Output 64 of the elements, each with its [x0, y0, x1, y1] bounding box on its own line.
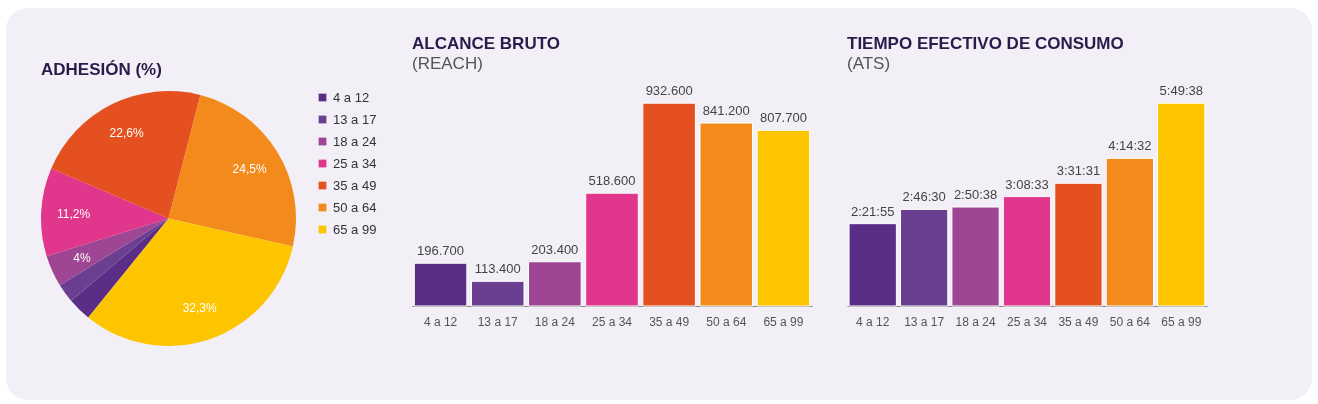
x-tick-label: 4 a 12	[856, 314, 890, 329]
legend-label: 13 a 17	[333, 111, 377, 127]
x-tick-label: 35 a 49	[1058, 314, 1099, 329]
bar	[899, 208, 949, 307]
legend-label: 18 a 24	[333, 133, 377, 149]
data-label: 807.700	[759, 110, 807, 126]
bar	[1002, 196, 1052, 307]
data-label: 24,5%	[232, 162, 267, 177]
pie-slice	[168, 95, 296, 247]
chart-title: TIEMPO EFECTIVO DE CONSUMO	[847, 34, 1124, 54]
data-label: 203.400	[531, 241, 579, 257]
legend-label: 35 a 49	[333, 177, 377, 193]
bar	[756, 129, 811, 307]
bar	[585, 192, 639, 307]
bar	[1157, 102, 1206, 307]
bar	[1054, 182, 1103, 307]
data-label: 11,2%	[57, 206, 91, 221]
data-label: 518.600	[588, 173, 636, 189]
data-label: 22,6%	[109, 126, 144, 141]
legend-label: 50 a 64	[333, 199, 377, 215]
data-label: 32,3%	[182, 301, 218, 316]
x-tick-label: 25 a 34	[1006, 314, 1048, 329]
pie-slice	[71, 218, 169, 318]
pie-slice	[59, 218, 169, 301]
x-tick-label: 25 a 34	[591, 314, 633, 329]
x-tick-label: 65 a 99	[763, 314, 804, 329]
x-tick-label: 18 a 24	[534, 314, 576, 329]
x-tick-label: 50 a 64	[1109, 314, 1151, 329]
data-label: 2:50:38	[953, 187, 998, 203]
chart-title: ALCANCE BRUTO	[412, 34, 560, 54]
x-tick-label: 65 a 99	[1161, 314, 1202, 329]
data-label: 4:14:32	[1108, 138, 1152, 154]
legend-label: 65 a 99	[333, 221, 377, 237]
data-label: 113.400	[474, 261, 521, 277]
chart-subtitle: (REACH)	[412, 54, 483, 74]
bar	[699, 122, 754, 307]
x-tick-label: 4 a 12	[423, 314, 458, 329]
bar	[642, 102, 696, 307]
legend-label: 25 a 34	[333, 155, 377, 171]
bar	[1105, 157, 1155, 307]
x-tick-label: 18 a 24	[955, 314, 996, 329]
data-label: 196.700	[417, 243, 465, 259]
x-tick-label: 50 a 64	[706, 314, 747, 329]
pie-slice	[51, 91, 201, 219]
data-label: 2:21:55	[851, 203, 895, 219]
pie-slice	[46, 218, 169, 286]
data-label: 932.600	[645, 83, 693, 99]
data-label: 2:46:30	[902, 189, 946, 205]
data-label: 5:49:38	[1159, 83, 1203, 99]
bar	[528, 261, 582, 307]
x-tick-label: 35 a 49	[649, 314, 690, 329]
bar	[470, 280, 525, 307]
bar	[951, 206, 1000, 307]
chart-title: ADHESIÓN (%)	[41, 60, 162, 79]
data-label: 3:08:33	[1005, 176, 1049, 192]
bar	[848, 223, 897, 307]
data-label: 3:31:31	[1056, 163, 1101, 179]
legend-label: 4 a 12	[333, 89, 370, 105]
data-label: 4%	[73, 250, 91, 265]
bar	[413, 262, 468, 307]
x-tick-label: 13 a 17	[477, 314, 519, 329]
chart-subtitle: (ATS)	[847, 54, 891, 74]
x-tick-label: 13 a 17	[904, 314, 945, 329]
data-label: 841.200	[702, 103, 750, 119]
